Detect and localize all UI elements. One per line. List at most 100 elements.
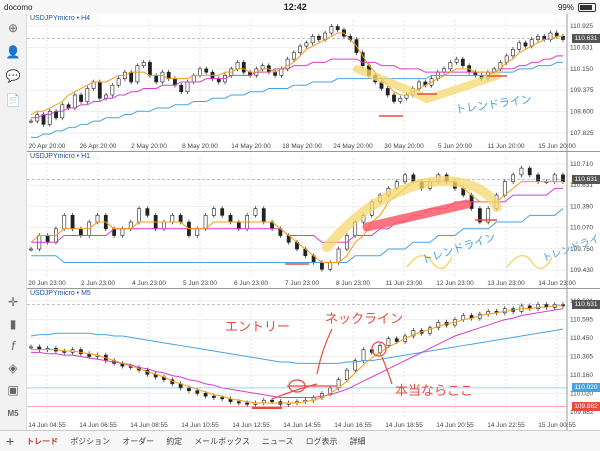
candle-body bbox=[129, 71, 134, 83]
price-tick-label: 110.925 bbox=[570, 23, 593, 30]
sketch-stroke bbox=[406, 254, 453, 270]
tab-news[interactable]: ニュース bbox=[261, 436, 294, 446]
candle-chart-icon[interactable]: ▮ bbox=[9, 317, 17, 331]
price-tick-label: 110.631 bbox=[570, 44, 593, 51]
candle-body bbox=[561, 174, 565, 182]
status-bar: docomo 12:42 99% bbox=[0, 0, 600, 14]
chart-h1-plot[interactable]: 20 Jun 23:00 2 Jun 23:00 4 Jun 23:00 5 Jun … bbox=[27, 152, 600, 288]
candle-body bbox=[320, 262, 324, 270]
price-tick-label: 109.750 bbox=[570, 246, 594, 253]
indicator-f-icon[interactable]: f bbox=[11, 339, 15, 353]
price-tick-label: 110.390 bbox=[570, 203, 593, 210]
candle-body bbox=[195, 228, 200, 236]
date-tick-label: 14 May 20:00 bbox=[231, 143, 271, 150]
candle-body bbox=[179, 84, 184, 93]
price-tick-label: 110.631 bbox=[570, 182, 593, 189]
tab-details[interactable]: 詳細 bbox=[349, 436, 366, 446]
candle-body bbox=[29, 248, 33, 251]
highlight-stroke bbox=[362, 199, 472, 232]
candle-body bbox=[386, 338, 391, 346]
candle-body bbox=[141, 62, 146, 66]
candle-body bbox=[361, 349, 366, 361]
tab-orders[interactable]: オーダー bbox=[122, 436, 155, 446]
candle-body bbox=[45, 235, 50, 243]
neckline-arrow bbox=[316, 328, 333, 375]
candle-body bbox=[536, 174, 540, 182]
candle-body bbox=[517, 42, 522, 50]
candle-body bbox=[120, 228, 125, 236]
candle-body bbox=[236, 221, 241, 230]
tab-trade[interactable]: トレード bbox=[26, 436, 59, 446]
candle-body bbox=[116, 78, 121, 86]
candle-body bbox=[29, 120, 33, 123]
battery-percent: 99% bbox=[557, 2, 574, 12]
candle-body bbox=[335, 26, 340, 31]
tab-mailbox[interactable]: メールボックス bbox=[194, 436, 250, 446]
candle-body bbox=[536, 36, 540, 40]
candle-body bbox=[85, 88, 90, 102]
date-tick-label: 14 Jun 08:55 bbox=[130, 422, 168, 429]
candle-body bbox=[448, 62, 453, 70]
status-time: 12:42 bbox=[283, 2, 307, 12]
candle-body bbox=[78, 228, 83, 236]
date-tick-label: 11 Jun 20:00 bbox=[487, 143, 524, 150]
period-icon[interactable]: M5 bbox=[7, 409, 19, 418]
candle-body bbox=[145, 208, 150, 216]
date-tick-label: 24 May 20:00 bbox=[333, 143, 373, 150]
annotation-entry: エントリー bbox=[225, 320, 291, 335]
document-icon[interactable]: 📄 bbox=[5, 93, 21, 107]
candle-body bbox=[211, 395, 216, 398]
chart-plus-icon[interactable]: ⊕ bbox=[7, 21, 19, 35]
price-tick-label: 110.595 bbox=[570, 317, 593, 324]
sketch-stroke bbox=[506, 254, 553, 270]
candle-body bbox=[527, 167, 532, 176]
price-tick-label: 108.600 bbox=[570, 109, 594, 116]
chart-m5[interactable]: USDJPYmicro • M5 14 Jun 04:55 14 Jun 06:5… bbox=[27, 289, 600, 431]
ma-slow-line bbox=[30, 328, 564, 364]
chart-h4-plot[interactable]: 20 Apr 20:00 26 Apr 20:00 2 May 20:00 8 May… bbox=[27, 14, 600, 151]
price-tick-label: 110.710 bbox=[570, 161, 593, 168]
user-icon[interactable]: 👤 bbox=[5, 45, 21, 59]
highlight-stroke bbox=[322, 176, 502, 252]
templates-icon[interactable]: ▣ bbox=[7, 383, 19, 397]
candle-body bbox=[285, 58, 290, 70]
tab-log[interactable]: ログ表示 bbox=[305, 436, 338, 446]
date-tick-label: 14 Jun 12:55 bbox=[232, 422, 270, 429]
candle-body bbox=[170, 215, 175, 223]
date-tick-label: 14 Jun 16:55 bbox=[334, 422, 372, 429]
date-tick-label: 12 Jun 23:00 bbox=[436, 280, 474, 287]
candle-body bbox=[336, 248, 341, 263]
date-tick-label: 5 Jun 23:00 bbox=[183, 280, 217, 287]
annotation-neckline: ネックライン bbox=[325, 312, 404, 327]
stoploss-circle bbox=[371, 341, 387, 357]
add-icon[interactable]: + bbox=[6, 433, 15, 449]
candle-body bbox=[411, 174, 416, 182]
chart-h1[interactable]: USDJPYmicro • H1 20 Jun 23:00 2 Jun 23:00… bbox=[27, 152, 600, 289]
candle-body bbox=[486, 208, 491, 223]
chart-h4[interactable]: USDJPYmicro • H4 20 Apr 20:00 26 Apr 20:0… bbox=[27, 14, 600, 152]
objects-icon[interactable]: ◈ bbox=[8, 361, 18, 375]
crosshair-icon[interactable]: ✛ bbox=[7, 295, 19, 309]
candle-body bbox=[62, 215, 67, 230]
chat-icon[interactable]: 💬 bbox=[5, 69, 21, 83]
tab-positions[interactable]: ポジション bbox=[70, 436, 111, 446]
candle-body bbox=[41, 114, 46, 125]
chart-m5-plot[interactable]: 14 Jun 04:55 14 Jun 06:55 14 Jun 08:55 14 J… bbox=[27, 289, 600, 430]
tab-deals[interactable]: 約定 bbox=[166, 436, 183, 446]
candle-body bbox=[298, 45, 303, 53]
date-tick-label: 14 Jun 22:55 bbox=[487, 422, 525, 429]
candle-body bbox=[79, 94, 83, 102]
candle-body bbox=[291, 52, 296, 60]
current-price-tag: 110.631 bbox=[572, 299, 600, 309]
date-tick-label: 13 Jun 23:00 bbox=[487, 280, 525, 287]
candle-body bbox=[148, 62, 152, 76]
candle-body bbox=[70, 215, 75, 230]
price-tick-label: 109.430 bbox=[570, 267, 594, 274]
candle-body bbox=[344, 369, 349, 381]
date-tick-label: 26 Apr 20:00 bbox=[80, 143, 117, 150]
candle-body bbox=[220, 208, 225, 216]
price-tick-label: 110.020 bbox=[570, 391, 593, 398]
candle-body bbox=[454, 58, 459, 63]
candle-body bbox=[329, 26, 334, 34]
date-tick-label: 2 May 20:00 bbox=[131, 143, 167, 150]
